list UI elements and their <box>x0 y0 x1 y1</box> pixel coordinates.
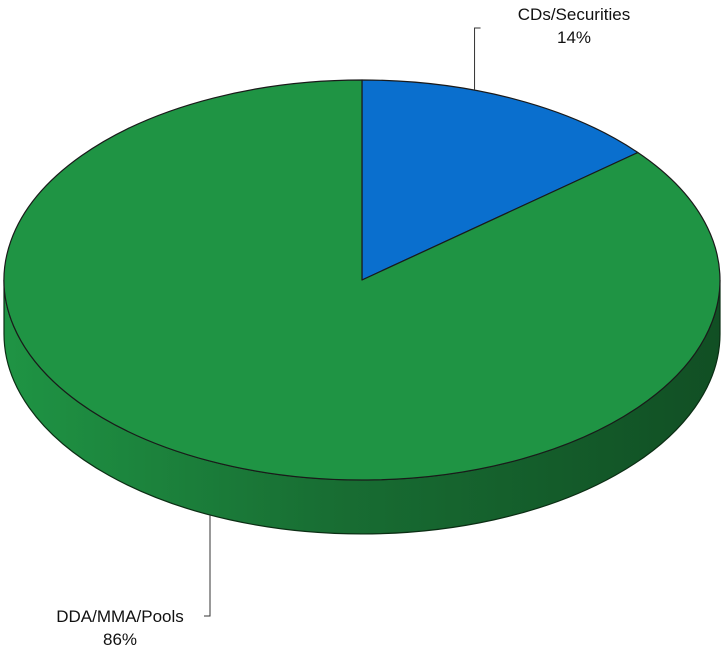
slice-value-dda-mma-pools: 86% <box>103 630 137 649</box>
slice-label-cds-securities: CDs/Securities <box>518 5 630 24</box>
pie-slice-dda-mma-pools <box>3 79 721 481</box>
slice-label-dda-mma-pools: DDA/MMA/Pools <box>56 607 184 626</box>
leader-line-dda-mma-pools <box>204 515 211 617</box>
slice-labels: CDs/Securities 14% DDA/MMA/Pools 86% <box>56 5 630 649</box>
pie-slice-cds-securities <box>361 79 639 281</box>
slice-value-cds-securities: 14% <box>557 28 591 47</box>
pie-top-layer <box>3 79 721 481</box>
leader-lines <box>204 27 481 617</box>
leader-line-cds-securities <box>474 27 481 91</box>
